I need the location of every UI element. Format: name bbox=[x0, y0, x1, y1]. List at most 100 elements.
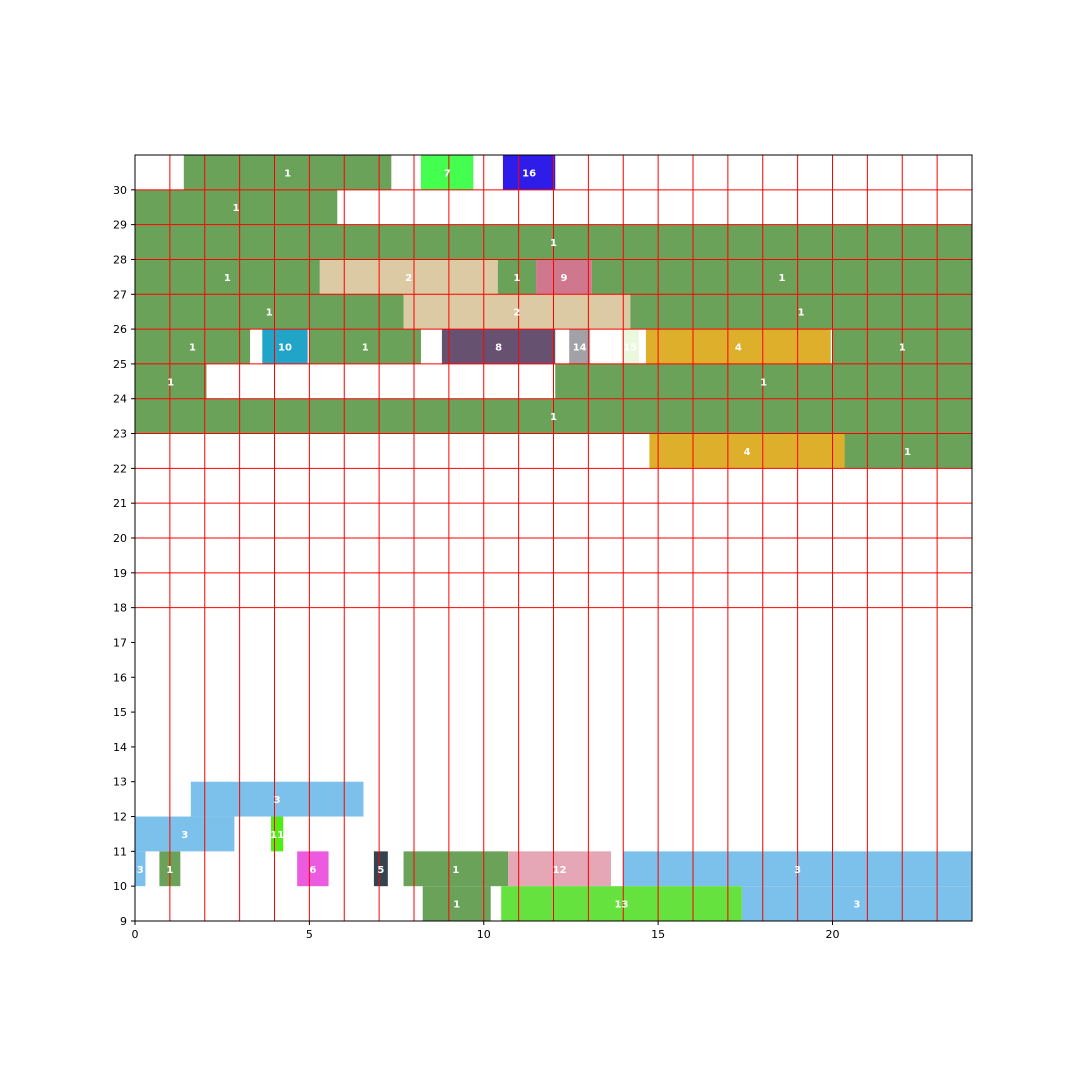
bar-label-7-29: 7 bbox=[444, 168, 451, 179]
y-tick-label-28: 28 bbox=[113, 253, 127, 266]
y-tick-label-14: 14 bbox=[113, 741, 127, 754]
bar-label-2-19: 2 bbox=[513, 308, 520, 319]
bar-1-0 bbox=[183, 155, 392, 190]
bar-3-20 bbox=[190, 781, 364, 817]
bar-label-1-2: 1 bbox=[550, 238, 557, 249]
bar-label-1-5: 1 bbox=[778, 273, 785, 284]
bar-label-1-14: 1 bbox=[904, 447, 911, 458]
bar-1-1 bbox=[135, 189, 338, 225]
y-tick-label-17: 17 bbox=[113, 636, 127, 649]
y-tick-label-24: 24 bbox=[113, 393, 127, 406]
bar-9-31 bbox=[536, 259, 592, 295]
bar-label-1-3: 1 bbox=[224, 273, 231, 284]
bar-label-13-35: 13 bbox=[615, 900, 629, 911]
bar-13-35 bbox=[501, 886, 742, 921]
y-tick-label-10: 10 bbox=[113, 880, 127, 893]
bar-15-37 bbox=[621, 329, 639, 364]
bar-label-12-34: 12 bbox=[553, 865, 567, 876]
bar-3-24 bbox=[741, 886, 972, 921]
y-tick-label-16: 16 bbox=[113, 671, 127, 684]
y-tick-label-9: 9 bbox=[120, 915, 127, 928]
bar-label-10-32: 10 bbox=[278, 343, 292, 354]
x-tick-label-5: 5 bbox=[306, 928, 313, 941]
x-tick-label-15: 15 bbox=[651, 928, 665, 941]
bar-1-11 bbox=[135, 363, 207, 399]
x-axis: 0 5 10 15 20 bbox=[132, 921, 840, 941]
bar-label-3-22: 3 bbox=[137, 865, 144, 876]
y-tick-label-18: 18 bbox=[113, 602, 127, 615]
bar-10-32 bbox=[262, 329, 308, 364]
bar-1-17 bbox=[422, 886, 491, 921]
bar-label-1-10: 1 bbox=[899, 343, 906, 354]
bar-1-5 bbox=[591, 259, 972, 295]
bar-2-19 bbox=[403, 294, 631, 330]
grid-layer bbox=[135, 155, 972, 921]
bar-label-5-27: 5 bbox=[377, 865, 384, 876]
y-axis: 9 10 11 12 13 14 15 16 17 18 19 20 21 22 23 24 25 26 27 28 2… bbox=[113, 184, 135, 928]
bar-label-14-36: 14 bbox=[573, 343, 587, 354]
bar-3-21 bbox=[135, 816, 235, 852]
bar-label-1-12: 1 bbox=[760, 377, 767, 388]
bar-5-27 bbox=[373, 851, 388, 887]
y-tick-label-12: 12 bbox=[113, 811, 127, 824]
bar-7-29 bbox=[420, 155, 474, 190]
bar-label-1-4: 1 bbox=[513, 273, 520, 284]
bar-12-34 bbox=[508, 851, 612, 887]
y-tick-label-27: 27 bbox=[113, 288, 127, 301]
y-tick-label-21: 21 bbox=[113, 497, 127, 510]
bar-label-1-11: 1 bbox=[167, 377, 174, 388]
bar-1-8 bbox=[135, 329, 251, 364]
y-tick-label-25: 25 bbox=[113, 358, 127, 371]
bar-label-1-7: 1 bbox=[798, 308, 805, 319]
bar-label-3-24: 3 bbox=[853, 900, 860, 911]
bar-label-8-30: 8 bbox=[495, 343, 502, 354]
y-tick-label-29: 29 bbox=[113, 219, 127, 232]
bar-2-18 bbox=[319, 259, 498, 295]
bar-label-1-1: 1 bbox=[233, 203, 240, 214]
x-tick-label-0: 0 bbox=[132, 928, 139, 941]
bar-6-28 bbox=[297, 851, 329, 887]
bar-label-1-13: 1 bbox=[550, 412, 557, 423]
bar-label-3-21: 3 bbox=[181, 830, 188, 841]
bar-label-15-37: 15 bbox=[623, 343, 637, 354]
bar-label-3-20: 3 bbox=[274, 795, 281, 806]
y-tick-label-15: 15 bbox=[113, 706, 127, 719]
bar-1-4 bbox=[497, 259, 537, 295]
x-tick-label-20: 20 bbox=[826, 928, 840, 941]
bar-1-16 bbox=[403, 851, 509, 887]
bar-1-3 bbox=[135, 259, 320, 295]
bar-1-6 bbox=[135, 294, 404, 330]
bar-14-36 bbox=[569, 329, 591, 364]
bar-1-14 bbox=[842, 433, 972, 469]
bar-label-4-25: 4 bbox=[735, 343, 742, 354]
bar-label-2-18: 2 bbox=[405, 273, 412, 284]
y-tick-label-22: 22 bbox=[113, 462, 127, 475]
y-tick-label-30: 30 bbox=[113, 184, 127, 197]
x-tick-label-10: 10 bbox=[477, 928, 491, 941]
bar-label-1-9: 1 bbox=[362, 343, 369, 354]
y-tick-label-20: 20 bbox=[113, 532, 127, 545]
bar-8-30 bbox=[441, 329, 556, 364]
y-tick-label-13: 13 bbox=[113, 776, 127, 789]
bar-label-1-8: 1 bbox=[189, 343, 196, 354]
bar-label-1-17: 1 bbox=[453, 900, 460, 911]
bar-16-38 bbox=[502, 155, 556, 190]
bar-label-1-6: 1 bbox=[266, 308, 273, 319]
bar-label-4-26: 4 bbox=[744, 447, 751, 458]
bar-4-26 bbox=[649, 433, 845, 469]
y-tick-label-26: 26 bbox=[113, 323, 127, 336]
bar-label-9-31: 9 bbox=[560, 273, 567, 284]
bar-label-16-38: 16 bbox=[522, 168, 536, 179]
y-tick-label-23: 23 bbox=[113, 428, 127, 441]
bar-label-1-15: 1 bbox=[166, 865, 173, 876]
bar-label-1-16: 1 bbox=[452, 865, 459, 876]
bar-label-3-23: 3 bbox=[794, 865, 801, 876]
bar-3-22 bbox=[135, 851, 146, 887]
y-tick-label-19: 19 bbox=[113, 567, 127, 580]
bar-4-25 bbox=[645, 329, 831, 364]
bar-1-7 bbox=[630, 294, 972, 330]
bar-label-1-0: 1 bbox=[284, 168, 291, 179]
bar-1-9 bbox=[309, 329, 421, 364]
